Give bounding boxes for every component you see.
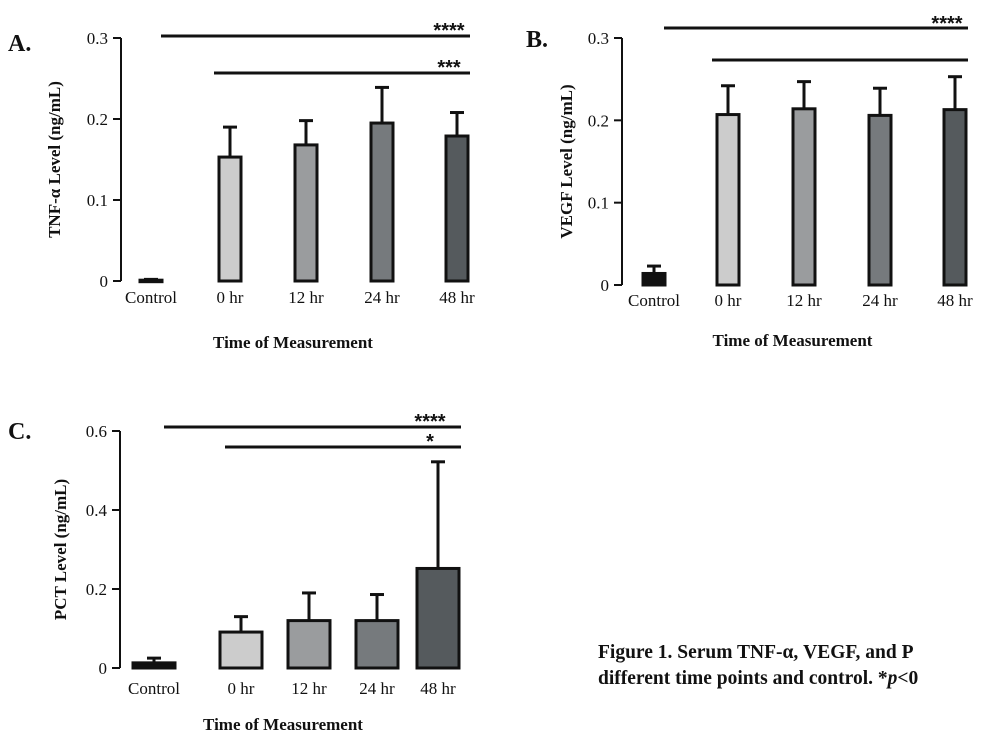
bar-12-hr [293,143,319,283]
y-tick-label: 0.3 [588,29,609,48]
x-axis-title: Time of Measurement [713,331,873,350]
y-axis-title: PCT Level (ng/mL) [51,479,70,620]
bar-12-hr [791,107,817,287]
caption-line-2: different time points and control. *p<0 [598,666,985,692]
x-tick-label: 0 hr [715,291,742,310]
y-tick-label: 0.1 [588,194,609,213]
x-tick-label: 48 hr [937,291,973,310]
y-tick-label: 0.6 [86,422,107,441]
x-tick-label: Control [628,291,680,310]
y-tick-label: 0 [100,272,109,291]
bar-control [641,271,667,287]
bar-0-hr [218,630,264,670]
x-tick-label: 12 hr [288,288,324,307]
y-axis-title: VEGF Level (ng/mL) [557,84,576,238]
panel-label: B. [526,27,548,53]
chart-panel-1: A. 0 0.1 0.2 0.3 TNF-α Level (ng/mL) Control 0 … [8,20,475,352]
significance-stars: **** [414,411,445,433]
y-tick-label: 0.1 [87,191,108,210]
caption-line-1: Figure 1. Serum TNF-α, VEGF, and P [598,642,914,663]
significance-stars: **** [433,20,464,42]
y-tick-label: 0.3 [87,29,108,48]
x-tick-label: Control [128,679,180,698]
caption-p-value-symbol: p [887,668,898,689]
panel-label: C. [8,419,31,445]
x-tick-label: 48 hr [420,679,456,698]
y-tick-label: 0.2 [87,110,108,129]
x-tick-label: 12 hr [786,291,822,310]
y-tick-label: 0.4 [86,501,108,520]
bar-24-hr [867,113,893,287]
panel-label: A. [8,31,31,57]
y-tick-label: 0 [99,659,108,678]
bar-48-hr [444,134,470,283]
x-tick-label: Control [125,288,177,307]
significance-stars: * [426,431,434,453]
figure-caption: Figure 1. Serum TNF-α, VEGF, and P diffe… [598,640,985,692]
bar-24-hr [354,619,400,670]
y-tick-label: 0 [601,276,610,295]
bar-0-hr [217,155,243,283]
y-tick-label: 0.2 [588,111,609,130]
x-tick-label: 0 hr [217,288,244,307]
caption-line-2-prefix: different time points and control. * [598,668,888,689]
y-tick-label: 0.2 [86,580,107,599]
bar-control [131,661,177,670]
significance-stars: **** [931,13,962,35]
caption-line-2-suffix: <0 [897,668,919,689]
bar-48-hr [415,566,461,670]
x-axis-title: Time of Measurement [203,715,363,734]
bar-12-hr [286,619,332,670]
bar-48-hr [942,108,968,287]
significance-stars: *** [437,57,461,79]
y-axis-title: TNF-α Level (ng/mL) [45,81,64,238]
chart-panel-3: C. 0 0.2 0.4 0.6 PCT Level (ng/mL) Control 0 hr… [8,411,461,734]
x-tick-label: 24 hr [364,288,400,307]
chart-panel-2: B. 0 0.1 0.2 0.3 VEGF Level (ng/mL) Control 0 h… [526,13,973,350]
bar-0-hr [715,113,741,287]
bar-24-hr [369,121,395,283]
x-tick-label: 0 hr [228,679,255,698]
x-tick-label: 12 hr [291,679,327,698]
x-tick-label: 24 hr [862,291,898,310]
x-axis-title: Time of Measurement [213,333,373,352]
x-tick-label: 24 hr [359,679,395,698]
x-tick-label: 48 hr [439,288,475,307]
